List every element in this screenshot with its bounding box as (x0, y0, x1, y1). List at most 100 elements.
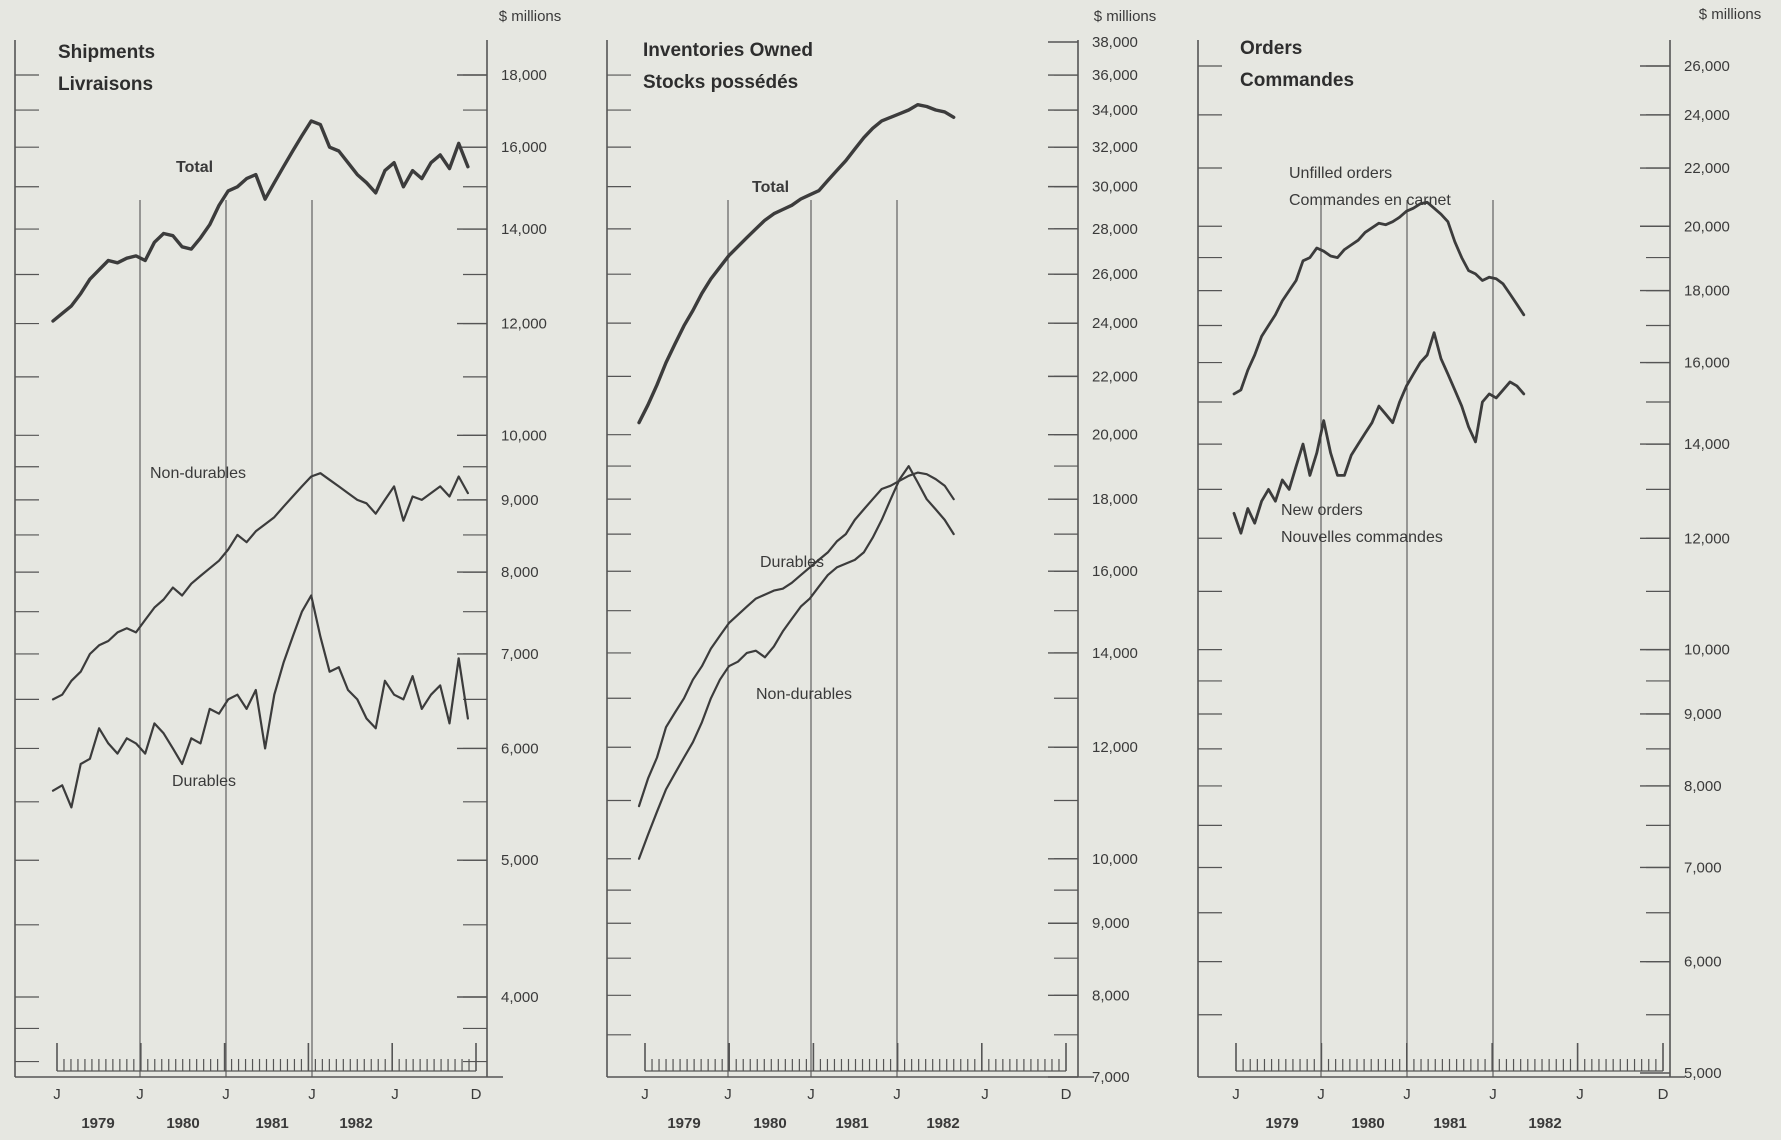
y-tick-label: 6,000 (501, 740, 539, 757)
y-tick-label: 18,000 (501, 67, 547, 84)
x-year-label: 1982 (1528, 1115, 1561, 1132)
x-year-label: 1980 (1351, 1115, 1384, 1132)
y-tick-label: 14,000 (501, 221, 547, 238)
x-month-label: J (724, 1086, 732, 1103)
x-year-label: 1980 (166, 1115, 199, 1132)
chart-subtitle: Livraisons (58, 74, 153, 95)
chart-title: Shipments (58, 42, 155, 63)
series-label: Unfilled orders (1289, 165, 1392, 182)
y-tick-label: 26,000 (1684, 58, 1730, 75)
x-year-label: 1979 (81, 1115, 114, 1132)
y-tick-label: 7,000 (501, 646, 539, 663)
y-tick-label: 16,000 (1684, 355, 1730, 372)
y-tick-label: 16,000 (501, 139, 547, 156)
y-tick-label: 34,000 (1092, 102, 1138, 119)
x-month-label: J (308, 1086, 316, 1103)
y-tick-label: 9,000 (1092, 915, 1130, 932)
x-year-label: 1982 (926, 1115, 959, 1132)
y-unit-label: $ millions (499, 8, 562, 25)
y-unit-label: $ millions (1094, 8, 1157, 25)
y-tick-label: 8,000 (1684, 778, 1722, 795)
x-year-label: 1979 (667, 1115, 700, 1132)
x-month-label: J (641, 1086, 649, 1103)
y-tick-label: 8,000 (501, 564, 539, 581)
y-tick-label: 14,000 (1092, 645, 1138, 662)
series-label: New orders (1281, 502, 1363, 519)
series-label: Total (176, 159, 213, 176)
y-tick-label: 24,000 (1092, 315, 1138, 332)
x-month-label: J (1489, 1086, 1497, 1103)
series-label: Commandes en carnet (1289, 192, 1451, 209)
y-tick-label: 22,000 (1684, 160, 1730, 177)
series-line-0-2 (51, 594, 469, 809)
series-line-2-0 (1232, 200, 1526, 396)
series-label: Nouvelles commandes (1281, 529, 1443, 546)
y-tick-label: 10,000 (1092, 851, 1138, 868)
y-tick-label: 28,000 (1092, 221, 1138, 238)
y-tick-label: 5,000 (1684, 1065, 1722, 1082)
y-tick-label: 38,000 (1092, 34, 1138, 51)
chart-title: Inventories Owned (643, 40, 813, 61)
series-line-0-0 (51, 119, 470, 323)
y-tick-label: 6,000 (1684, 954, 1722, 971)
series-line-2-1 (1232, 331, 1526, 535)
x-month-label: J (391, 1086, 399, 1103)
x-year-label: 1979 (1265, 1115, 1298, 1132)
y-tick-label: 22,000 (1092, 368, 1138, 385)
chart-subtitle: Stocks possédés (643, 72, 798, 93)
y-tick-label: 9,000 (1684, 706, 1722, 723)
x-year-label: 1981 (1433, 1115, 1466, 1132)
series-line-1-2 (637, 465, 955, 860)
x-month-label: J (1403, 1086, 1411, 1103)
y-unit-label: $ millions (1699, 6, 1762, 23)
series-label: Durables (172, 773, 236, 790)
series-line-1-0 (637, 102, 956, 425)
series-label: Non-durables (756, 686, 852, 703)
y-tick-label: 9,000 (501, 492, 539, 509)
y-tick-label: 20,000 (1684, 218, 1730, 235)
y-tick-label: 8,000 (1092, 987, 1130, 1004)
x-month-label: J (1317, 1086, 1325, 1103)
x-month-label: J (893, 1086, 901, 1103)
series-line-0-1 (51, 472, 469, 701)
series-label: Total (752, 179, 789, 196)
x-month-label: J (136, 1086, 144, 1103)
y-tick-label: 18,000 (1684, 283, 1730, 300)
y-tick-label: 10,000 (1684, 642, 1730, 659)
chart-subtitle: Commandes (1240, 70, 1354, 91)
x-month-label: J (807, 1086, 815, 1103)
y-tick-label: 14,000 (1684, 436, 1730, 453)
series-label: Durables (760, 554, 824, 571)
y-tick-label: 7,000 (1684, 859, 1722, 876)
y-tick-label: 12,000 (1092, 739, 1138, 756)
x-month-label: J (222, 1086, 230, 1103)
y-tick-label: 36,000 (1092, 67, 1138, 84)
x-month-label: D (471, 1086, 482, 1103)
x-month-label: D (1658, 1086, 1669, 1103)
y-tick-label: 24,000 (1684, 107, 1730, 124)
y-tick-label: 26,000 (1092, 266, 1138, 283)
y-tick-label: 12,000 (501, 316, 547, 333)
chart-title: Orders (1240, 38, 1302, 59)
x-month-label: D (1061, 1086, 1072, 1103)
y-tick-label: 12,000 (1684, 530, 1730, 547)
x-year-label: 1982 (339, 1115, 372, 1132)
y-tick-label: 7,000 (1092, 1069, 1130, 1086)
y-tick-label: 5,000 (501, 852, 539, 869)
series-line-1-1 (637, 471, 955, 808)
y-tick-label: 10,000 (501, 427, 547, 444)
x-month-label: J (53, 1086, 61, 1103)
series-label: Non-durables (150, 465, 246, 482)
x-month-label: J (1576, 1086, 1584, 1103)
x-year-label: 1981 (835, 1115, 868, 1132)
y-tick-label: 16,000 (1092, 563, 1138, 580)
y-tick-label: 30,000 (1092, 179, 1138, 196)
x-month-label: J (981, 1086, 989, 1103)
y-tick-label: 18,000 (1092, 491, 1138, 508)
x-year-label: 1980 (753, 1115, 786, 1132)
y-tick-label: 20,000 (1092, 427, 1138, 444)
x-month-label: J (1232, 1086, 1240, 1103)
y-tick-label: 4,000 (501, 989, 539, 1006)
